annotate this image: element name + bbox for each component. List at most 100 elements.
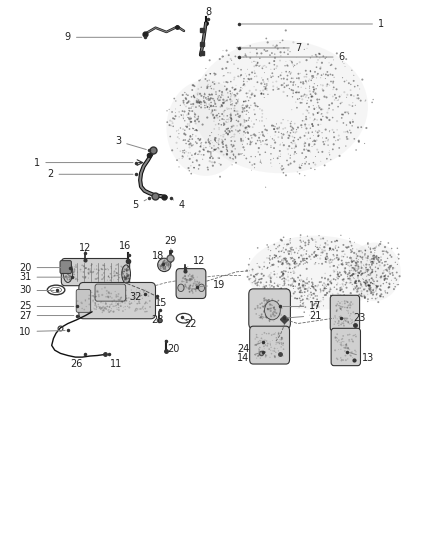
Point [279,335,286,343]
Point [350,308,357,317]
Point [289,254,296,262]
Point [312,281,319,290]
Point [347,314,354,323]
Point [227,54,234,63]
Point [206,131,213,140]
Point [351,83,358,91]
Point [66,273,73,282]
Point [247,93,254,101]
Point [104,302,111,311]
Point [231,85,238,94]
Point [313,84,320,93]
Point [326,259,333,267]
Point [300,278,307,286]
Point [311,85,318,94]
Point [349,263,356,272]
Point [314,146,321,154]
Point [343,297,350,305]
Point [272,328,279,337]
Point [118,297,125,305]
Point [269,121,276,130]
Point [225,51,232,59]
Point [297,271,304,280]
Point [251,120,258,128]
Point [208,128,215,137]
Point [336,272,343,281]
Point [157,263,164,272]
Point [372,263,379,271]
Point [344,330,351,339]
Point [302,120,309,129]
Point [231,85,238,94]
Point [293,244,300,253]
Point [288,292,295,301]
Point [335,301,342,310]
Point [280,168,287,177]
Point [335,131,342,140]
Point [191,93,198,101]
Point [102,305,110,313]
Point [237,135,244,143]
Point [82,273,89,281]
Point [261,122,268,130]
Point [71,263,78,271]
Point [334,96,341,104]
Point [195,97,202,106]
Point [251,69,258,77]
Point [247,101,254,110]
Point [393,275,400,284]
Point [101,291,108,300]
Point [186,135,193,143]
Point [364,240,371,248]
Point [160,258,167,266]
Point [258,106,265,115]
Point [306,82,313,91]
Point [195,134,202,143]
Point [83,295,90,304]
Point [103,287,110,295]
Point [327,285,334,294]
Point [358,259,365,268]
Point [257,304,264,312]
Point [354,257,361,266]
Point [192,280,199,288]
Point [71,267,78,276]
Point [367,287,374,296]
Point [234,128,241,137]
Point [183,90,190,99]
Point [66,268,73,276]
Point [223,128,230,137]
Point [262,300,269,309]
Point [192,287,199,295]
Point [346,337,353,346]
Point [208,158,215,166]
Point [188,274,195,283]
Point [355,136,362,145]
Point [227,109,234,118]
Point [254,302,261,310]
Point [187,139,194,148]
Point [281,274,288,282]
Point [255,351,262,360]
Point [193,126,200,134]
Point [297,231,304,239]
Text: 13: 13 [350,353,374,363]
Point [242,133,249,141]
Point [333,273,340,282]
Point [348,271,355,279]
Point [180,274,187,282]
Point [300,255,307,263]
Point [267,346,274,354]
Point [234,98,241,106]
Point [139,294,146,303]
Point [207,152,214,160]
Point [295,284,302,293]
Point [279,269,286,278]
Point [262,293,269,302]
Point [311,165,318,174]
Point [192,113,199,122]
Point [220,132,227,141]
Point [271,144,278,152]
Point [247,140,254,149]
Point [370,259,377,267]
